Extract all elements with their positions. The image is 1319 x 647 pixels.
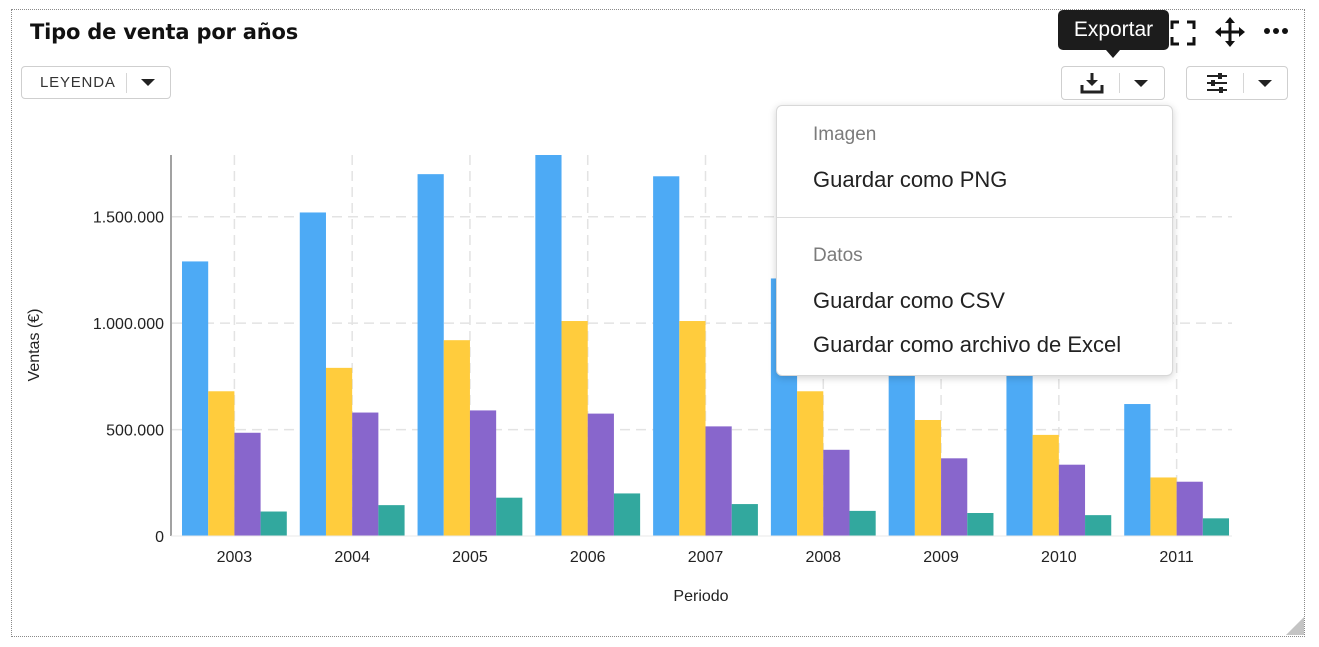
bar-2003-series-2[interactable] <box>208 391 235 536</box>
x-tick-label: 2005 <box>452 549 488 566</box>
bar-2005-series-4[interactable] <box>496 497 523 536</box>
y-tick-label: 1.000.000 <box>93 316 164 333</box>
chevron-down-icon[interactable] <box>1258 79 1272 87</box>
bar-2010-series-1[interactable] <box>1006 348 1033 536</box>
download-icon <box>1080 73 1104 94</box>
bar-2009-series-2[interactable] <box>914 419 942 536</box>
bar-2006-series-3[interactable] <box>587 413 614 536</box>
bar-2011-series-1[interactable] <box>1124 404 1151 536</box>
bar-2009-series-1[interactable] <box>888 344 915 536</box>
divider <box>126 72 127 93</box>
resize-handle[interactable] <box>1286 617 1304 635</box>
bar-2010-series-3[interactable] <box>1058 464 1086 536</box>
legend-button-label: LEYENDA <box>40 74 116 91</box>
x-tick-label: 2011 <box>1159 549 1194 566</box>
bar-2007-series-3[interactable] <box>705 426 732 536</box>
x-tick-label: 2004 <box>334 549 370 566</box>
bar-2008-series-3[interactable] <box>823 449 850 536</box>
bar-2007-series-1[interactable] <box>653 176 680 536</box>
x-tick-label: 2009 <box>923 549 959 566</box>
tooltip-arrow <box>1106 50 1120 58</box>
y-tick-label: 500.000 <box>106 423 164 440</box>
more-icon[interactable] <box>1263 24 1291 38</box>
bar-2006-series-4[interactable] <box>613 493 641 536</box>
bar-2004-series-1[interactable] <box>299 212 326 536</box>
export-menu: Imagen Guardar como PNG Datos Guardar co… <box>776 105 1173 376</box>
y-tick-label: 1.500.000 <box>93 210 164 227</box>
sliders-icon <box>1207 73 1227 93</box>
bar-2011-series-4[interactable] <box>1202 518 1230 536</box>
bar-2009-series-4[interactable] <box>967 513 994 536</box>
menu-header-image: Imagen <box>813 124 877 145</box>
bar-2003-series-4[interactable] <box>260 511 287 536</box>
chevron-down-icon <box>141 79 155 86</box>
menu-divider <box>777 217 1172 218</box>
save-csv-menu-item[interactable]: Guardar como CSV <box>813 288 1005 313</box>
fullscreen-icon[interactable] <box>1169 19 1197 47</box>
divider <box>1243 73 1244 93</box>
move-icon[interactable] <box>1214 16 1246 48</box>
bar-2007-series-2[interactable] <box>679 321 706 536</box>
bar-2006-series-1[interactable] <box>535 155 562 536</box>
bar-2003-series-1[interactable] <box>182 261 209 536</box>
bar-2010-series-2[interactable] <box>1032 434 1059 536</box>
y-tick-label: 0 <box>155 529 164 546</box>
bar-2004-series-3[interactable] <box>352 412 379 536</box>
save-png-menu-item[interactable]: Guardar como PNG <box>813 167 1008 192</box>
bar-2003-series-3[interactable] <box>234 432 261 536</box>
bar-2009-series-3[interactable] <box>941 458 968 536</box>
chart-settings-button[interactable] <box>1186 66 1288 100</box>
bar-2008-series-4[interactable] <box>849 510 876 536</box>
legend-button[interactable]: LEYENDA <box>21 66 171 99</box>
x-axis-label: Periodo <box>673 588 728 605</box>
bar-2007-series-4[interactable] <box>731 504 758 536</box>
export-tooltip: Exportar <box>1058 10 1169 50</box>
save-excel-menu-item[interactable]: Guardar como archivo de Excel <box>813 332 1122 357</box>
bar-2004-series-2[interactable] <box>325 367 353 536</box>
x-tick-label: 2010 <box>1041 549 1077 566</box>
bar-2010-series-4[interactable] <box>1085 515 1112 536</box>
x-tick-label: 2008 <box>805 549 841 566</box>
x-tick-label: 2006 <box>570 549 606 566</box>
bar-2011-series-2[interactable] <box>1150 477 1177 536</box>
x-tick-label: 2007 <box>688 549 724 566</box>
bar-2004-series-4[interactable] <box>378 505 405 536</box>
chevron-down-icon[interactable] <box>1134 79 1148 87</box>
divider <box>1119 73 1120 93</box>
menu-header-data: Datos <box>813 245 863 266</box>
bar-2005-series-3[interactable] <box>469 410 497 536</box>
export-button[interactable] <box>1061 66 1165 100</box>
bar-2005-series-2[interactable] <box>443 340 470 536</box>
bar-2011-series-3[interactable] <box>1176 481 1203 536</box>
bar-2006-series-2[interactable] <box>561 321 588 536</box>
bar-2008-series-2[interactable] <box>797 391 824 536</box>
x-tick-label: 2003 <box>217 549 253 566</box>
bar-2005-series-1[interactable] <box>417 174 444 536</box>
y-axis-label: Ventas (€) <box>26 309 43 382</box>
widget-title: Tipo de venta por años <box>30 20 299 44</box>
